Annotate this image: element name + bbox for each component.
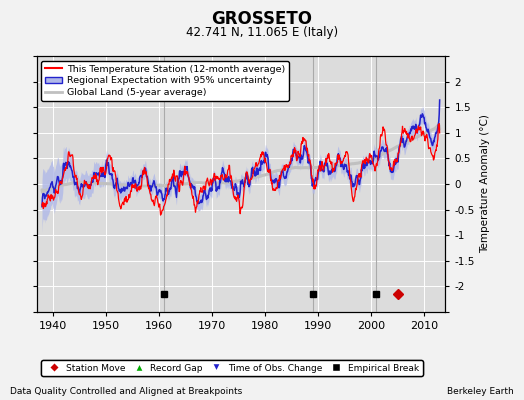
Legend: Station Move, Record Gap, Time of Obs. Change, Empirical Break: Station Move, Record Gap, Time of Obs. C… bbox=[41, 360, 422, 376]
Text: Berkeley Earth: Berkeley Earth bbox=[447, 387, 514, 396]
Y-axis label: Temperature Anomaly (°C): Temperature Anomaly (°C) bbox=[481, 114, 490, 254]
Text: GROSSETO: GROSSETO bbox=[212, 10, 312, 28]
Text: 42.741 N, 11.065 E (Italy): 42.741 N, 11.065 E (Italy) bbox=[186, 26, 338, 39]
Text: Data Quality Controlled and Aligned at Breakpoints: Data Quality Controlled and Aligned at B… bbox=[10, 387, 243, 396]
